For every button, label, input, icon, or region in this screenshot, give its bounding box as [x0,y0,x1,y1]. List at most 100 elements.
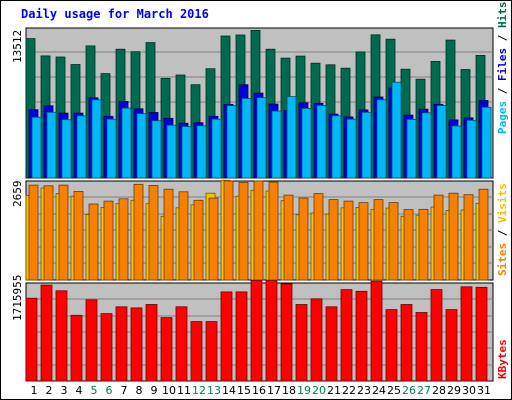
bars-layer [25,29,492,382]
bar-kbytes-day-16 [250,280,263,382]
bar-sites-day-5 [88,203,99,281]
x-tick-label-day-11: 11 [177,384,191,397]
bar-sites-day-14 [223,180,234,281]
bar-pages-day-10 [166,124,177,179]
bar-kbytes-day-27 [415,312,428,382]
bar-pages-day-28 [436,105,447,179]
x-tick-label-day-1: 1 [31,384,38,397]
bar-pages-day-22 [346,118,357,179]
bar-pages-day-17 [271,110,282,179]
bar-pages-day-29 [451,125,462,179]
x-tick-label-day-17: 17 [267,384,281,397]
bar-pages-day-16 [256,97,267,179]
bar-sites-day-27 [418,208,429,281]
bar-kbytes-day-30 [460,286,473,382]
bar-sites-day-20 [313,193,324,281]
bar-kbytes-day-17 [265,280,278,382]
chart-title: Daily usage for March 2016 [21,7,209,21]
x-tick-label-day-10: 10 [162,384,176,397]
bar-kbytes-day-19 [295,304,308,382]
bar-kbytes-day-28 [430,289,443,382]
bar-pages-day-15 [241,98,252,179]
x-tick-label-day-8: 8 [136,384,143,397]
x-tick-label-day-26: 26 [402,384,416,397]
bar-sites-day-13 [208,197,219,281]
bar-sites-day-25 [388,202,399,281]
bar-pages-day-23 [361,111,372,179]
bar-sites-day-9 [148,184,159,281]
x-tick-label-day-3: 3 [61,384,68,397]
bar-kbytes-day-26 [400,304,413,382]
bar-kbytes-day-14 [220,291,233,382]
bar-pages-day-14 [226,105,237,179]
bar-pages-day-27 [421,112,432,179]
bar-sites-day-28 [433,194,444,281]
bar-pages-day-18 [286,96,297,179]
bar-kbytes-day-2 [40,284,53,382]
x-tick-label-day-29: 29 [447,384,461,397]
bar-kbytes-day-25 [385,309,398,382]
x-tick-label-day-21: 21 [327,384,341,397]
bar-kbytes-day-1 [25,297,38,382]
bar-sites-day-29 [448,192,459,281]
x-tick-label-day-23: 23 [357,384,371,397]
bar-sites-day-17 [268,181,279,281]
scale-label-visits: 2659 [11,181,24,208]
bar-sites-day-22 [343,200,354,281]
bar-pages-day-3 [61,119,72,179]
x-tick-label-day-9: 9 [151,384,158,397]
bar-pages-day-7 [121,107,132,179]
bar-pages-day-20 [316,105,327,179]
legend-visits: Visits [496,183,509,223]
bar-pages-day-1 [31,116,42,179]
bar-kbytes-day-13 [205,321,218,382]
bar-sites-day-10 [163,188,174,281]
bar-pages-day-8 [136,113,147,179]
bar-sites-day-12 [193,199,204,281]
legend-visits-panel: Sites / Visits [496,183,509,276]
bar-pages-day-11 [181,126,192,179]
bar-sites-day-7 [118,198,129,281]
x-tick-label-day-15: 15 [237,384,251,397]
scale-label-kbytes: 1715955 [11,275,24,321]
bar-pages-day-31 [481,106,492,179]
bar-pages-day-4 [76,115,87,179]
bar-sites-day-6 [103,200,114,281]
x-tick-label-day-5: 5 [91,384,98,397]
bar-kbytes-day-24 [370,280,383,382]
x-tick-label-day-20: 20 [312,384,326,397]
legend-hits-panel: Pages / Files / Hits [496,2,509,135]
bar-kbytes-day-23 [355,290,368,382]
bar-pages-day-25 [391,81,402,179]
x-tick-label-day-30: 30 [462,384,476,397]
bar-pages-day-13 [211,118,222,179]
x-tick-label-day-7: 7 [121,384,128,397]
x-tick-label-day-31: 31 [477,384,491,397]
bar-pages-day-24 [376,99,387,179]
bar-pages-day-12 [196,125,207,179]
legend-kbytes: KBytes [496,339,509,379]
bar-sites-day-26 [403,209,414,281]
x-tick-label-day-28: 28 [432,384,446,397]
legend-separator: / [496,81,509,101]
bar-pages-day-5 [91,99,102,179]
bar-kbytes-day-31 [475,286,488,382]
x-tick-label-day-13: 13 [207,384,221,397]
x-axis-labels: 1 2 3 4 5 6 7 8 9 10 11 12 13 14 15 16 17 18 19 20 21 22 23 24 2… [31,384,492,397]
legend-sites: Sites [496,243,509,276]
bar-pages-day-19 [301,108,312,179]
bar-pages-day-2 [46,111,57,179]
legend-hits: Hits [496,2,509,29]
x-tick-label-day-2: 2 [46,384,53,397]
x-tick-label-day-24: 24 [372,384,386,397]
bar-sites-day-18 [283,194,294,281]
x-tick-label-day-25: 25 [387,384,401,397]
bar-kbytes-day-7 [115,306,128,382]
x-tick-label-day-27: 27 [417,384,431,397]
bar-pages-day-26 [406,119,417,179]
bar-kbytes-day-21 [325,306,338,382]
bar-kbytes-day-9 [145,304,158,382]
bar-sites-day-2 [43,185,54,281]
